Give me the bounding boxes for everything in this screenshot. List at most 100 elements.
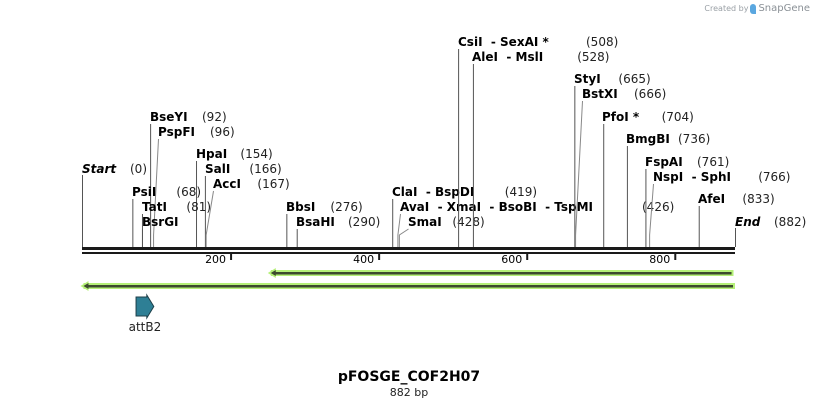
axis-tick-mark: [674, 254, 677, 260]
site-position-label: (290): [348, 215, 380, 229]
site-marker-line: [575, 100, 583, 247]
site-position-label: (419): [505, 185, 537, 199]
restriction-site: NspI - SphI (766): [649, 170, 790, 247]
start-label: Start: [82, 162, 117, 176]
restriction-site: ClaI - BspDI (419): [392, 185, 537, 247]
site-position-label: (154): [240, 147, 272, 161]
axis-tick-mark: [230, 254, 233, 260]
restriction-site: AvaI - XmaI - BsoBI - TspMI (426): [397, 200, 674, 247]
axis-tick-mark: [526, 254, 529, 260]
axis-tick-label: 400: [353, 253, 374, 266]
site-position-label: (766): [758, 170, 790, 184]
site-position-label: (276): [330, 200, 362, 214]
site-position-label: (665): [618, 72, 650, 86]
restriction-site: PspFI (96): [153, 125, 235, 247]
site-enzyme-label: BbsI: [286, 200, 315, 214]
restriction-sites: Start (0) End (882) BseYI (92) PspFI (96) HpaI (1…: [82, 35, 806, 247]
primer-arrowhead-icon: [270, 270, 276, 276]
snapgene-credit: Created by SnapGene: [704, 3, 810, 14]
start-position: (0): [130, 162, 147, 176]
site-enzyme-label: AvaI - XmaI - BsoBI - TspMI: [400, 200, 593, 214]
restriction-site: HpaI (154): [196, 147, 273, 247]
site-position-label: (166): [249, 162, 281, 176]
restriction-site: BbsI (276): [286, 200, 363, 247]
sequence-backbone: 200 400 600 800: [82, 247, 735, 266]
restriction-site: FspAI (761): [645, 155, 729, 247]
restriction-site: BstXI (666): [575, 87, 666, 247]
features: attB2: [129, 293, 162, 334]
site-position-label: (167): [257, 177, 289, 191]
primer-arrowhead-icon: [83, 283, 89, 289]
site-enzyme-label: SalI: [205, 162, 230, 176]
backbone-top-strand: [82, 247, 735, 250]
site-enzyme-label: PspFI: [158, 125, 195, 139]
credit-prefix: Created by: [704, 4, 749, 13]
end-label: End: [735, 215, 761, 229]
site-enzyme-label: CsiI - SexAI *: [458, 35, 549, 49]
site-enzyme-label: BseYI: [150, 110, 188, 124]
primer-arrow: [80, 281, 736, 291]
site-enzyme-label: HpaI: [196, 147, 227, 161]
site-position-label: (666): [634, 87, 666, 101]
restriction-site: PfoI * (704): [602, 110, 694, 247]
site-enzyme-label: PfoI *: [602, 110, 640, 124]
restriction-site: BsaHI (290): [296, 215, 380, 247]
backbone-bottom-strand: [82, 252, 735, 254]
sequence-name: pFOSGE_COF2H07: [337, 369, 481, 385]
site-position-label: (426): [642, 200, 674, 214]
restriction-site: AccI (167): [205, 177, 290, 247]
site-enzyme-label: SmaI: [408, 215, 442, 229]
site-enzyme-label: ClaI - BspDI: [392, 185, 474, 199]
site-position-label: (833): [742, 192, 774, 206]
site-position-label: (704): [662, 110, 694, 124]
restriction-site: BsrGI: [141, 215, 179, 247]
axis-tick-label: 200: [205, 253, 226, 266]
site-marker-line: [398, 228, 409, 247]
restriction-site: StyI (665): [574, 72, 651, 247]
site-marker-line: [649, 183, 654, 247]
site-enzyme-label: AfeI: [698, 192, 725, 206]
site-enzyme-label: BsrGI: [142, 215, 179, 229]
sequence-length: 882 bp: [389, 386, 429, 399]
restriction-site: SalI (166): [204, 162, 282, 247]
axis-tick-mark: [378, 254, 381, 260]
site-position-label: (736): [678, 132, 710, 146]
restriction-site: BseYI (92): [150, 110, 227, 247]
credit-brand: SnapGene: [758, 3, 810, 14]
primer-body: [273, 272, 732, 275]
site-position-label: (428): [452, 215, 484, 229]
site-enzyme-label: PsiI: [132, 185, 156, 199]
site-position-label: (528): [577, 50, 609, 64]
site-enzyme-label: BmgBI: [626, 132, 670, 146]
site-position-label: (68): [176, 185, 201, 199]
site-marker-line: [397, 213, 401, 247]
site-position-label: (92): [202, 110, 227, 124]
primers: [80, 268, 736, 291]
site-position-label: (96): [210, 125, 235, 139]
site-enzyme-label: FspAI: [645, 155, 683, 169]
site-position-label: (81): [186, 200, 211, 214]
restriction-site: CsiI - SexAI * (508): [458, 35, 618, 247]
restriction-site: AfeI (833): [698, 192, 775, 247]
restriction-site: BmgBI (736): [626, 132, 710, 247]
axis-tick-label: 800: [649, 253, 670, 266]
site-position-label: (761): [697, 155, 729, 169]
site-marker-line: [205, 190, 214, 247]
restriction-site: AleI - MslI (528): [472, 50, 609, 247]
feature-label: attB2: [129, 320, 162, 334]
site-enzyme-label: TatI: [142, 200, 167, 214]
restriction-site: PsiI (68): [132, 185, 201, 247]
site-enzyme-label: AleI - MslI: [472, 50, 543, 64]
end-position: (882): [774, 215, 806, 229]
site-enzyme-label: BstXI: [582, 87, 618, 101]
site-marker-line: [153, 138, 159, 247]
site-enzyme-label: BsaHI: [296, 215, 335, 229]
axis-tick-label: 600: [501, 253, 522, 266]
restriction-site: SmaI (428): [398, 215, 485, 247]
feature-arrow-icon: [135, 293, 155, 320]
site-enzyme-label: AccI: [213, 177, 241, 191]
site-position-label: (508): [586, 35, 618, 49]
site-enzyme-label: NspI - SphI: [653, 170, 731, 184]
feature-attB2: attB2: [129, 293, 162, 334]
